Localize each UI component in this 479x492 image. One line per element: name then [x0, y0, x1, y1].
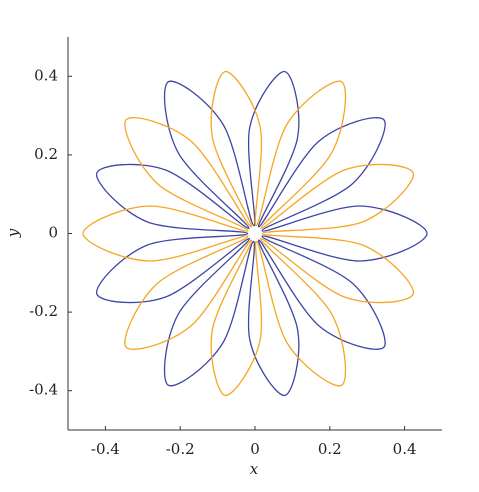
y-tick-label: 0 — [48, 224, 58, 242]
curve — [82, 70, 414, 397]
x-tick-label: -0.4 — [91, 440, 120, 458]
y-tick-label: -0.2 — [29, 302, 58, 320]
x-tick-label: 0.4 — [393, 440, 417, 458]
x-axis-label: x — [250, 460, 259, 478]
y-tick-label: -0.4 — [29, 381, 58, 399]
x-tick-label: 0.2 — [318, 440, 342, 458]
y-axis-label: y — [4, 228, 22, 238]
y-tick-label: 0.4 — [34, 66, 58, 84]
curve — [96, 70, 428, 397]
x-tick-label: -0.2 — [166, 440, 195, 458]
x-tick-label: 0 — [250, 440, 260, 458]
y-tick-label: 0.2 — [34, 145, 58, 163]
